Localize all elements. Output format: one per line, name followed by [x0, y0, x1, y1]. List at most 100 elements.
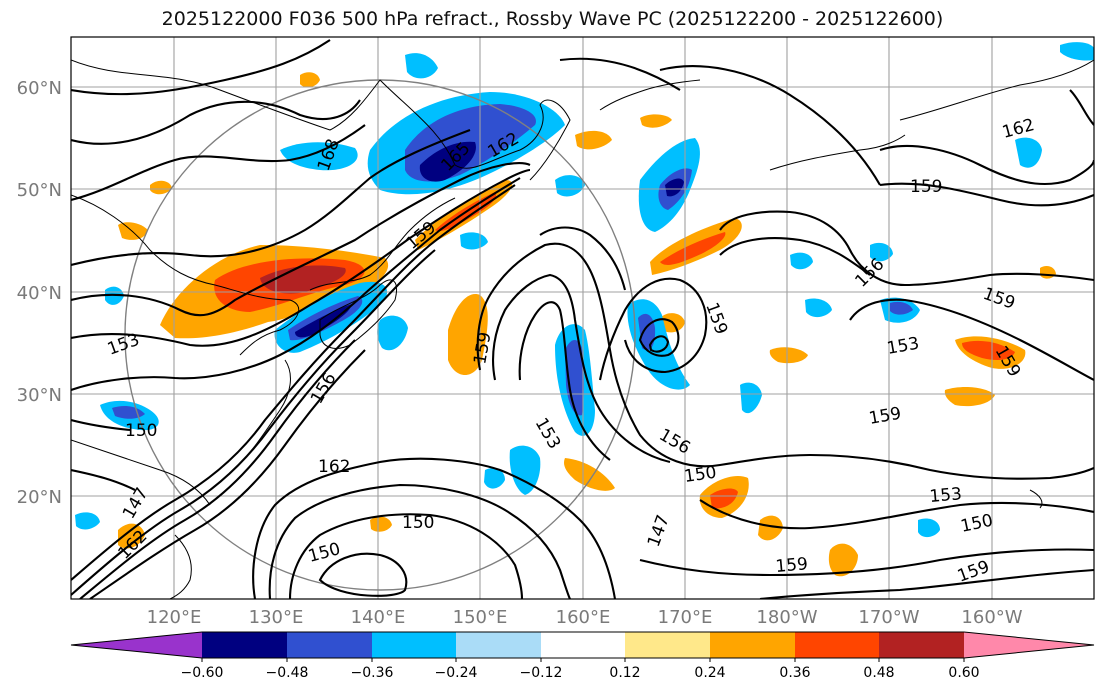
negative-anomaly-area	[805, 298, 832, 318]
colorbar-tick-label: −0.24	[435, 665, 478, 681]
chart-title: 2025122000 F036 500 hPa refract., Rossby…	[161, 8, 944, 30]
height-contour	[71, 184, 516, 581]
height-contour	[639, 548, 1094, 577]
height-contour	[71, 249, 436, 596]
negative-anomaly-area	[790, 252, 813, 270]
positive-anomaly-area	[564, 458, 615, 491]
coastline	[319, 279, 397, 349]
negative-anomaly-area	[665, 178, 684, 197]
positive-anomaly-area	[640, 114, 672, 128]
colorbar-segment	[879, 632, 964, 658]
negative-anomaly-area	[1015, 137, 1042, 168]
longitude-labels: 120°E 130°E 140°E 150°E 160°E 170°E 180°…	[147, 607, 1023, 628]
negative-anomaly-area	[918, 518, 940, 538]
height-contour	[648, 335, 670, 353]
colorbar-tick-label: 0.12	[609, 665, 640, 681]
colorbar-tick-label: 0.36	[779, 665, 810, 681]
lat-label-60n: 60°N	[17, 78, 62, 99]
lat-label-50n: 50°N	[17, 180, 62, 201]
negative-anomaly-area	[509, 445, 541, 495]
lon-label-160e: 160°E	[556, 607, 611, 628]
lon-label-160w: 160°W	[961, 607, 1022, 628]
height-contour	[598, 277, 708, 381]
negative-anomaly-area	[890, 301, 913, 315]
contour-label: 159	[910, 177, 942, 197]
positive-anomaly-area	[769, 347, 808, 364]
height-contour	[659, 65, 881, 186]
lon-label-180w: 180°W	[756, 607, 817, 628]
height-contour	[71, 177, 521, 391]
positive-anomaly-area	[300, 72, 320, 88]
negative-anomaly-area	[555, 175, 585, 197]
positive-anomaly-area	[758, 515, 783, 541]
height-contour	[879, 144, 1094, 186]
colorbar-tick-label: −0.60	[181, 665, 224, 681]
colorbar-tick-label: 0.48	[863, 665, 894, 681]
colorbar-segment	[372, 632, 456, 658]
positive-anomaly-area	[710, 488, 738, 509]
negative-anomaly-area	[1060, 42, 1094, 61]
colorbar-segment	[710, 632, 795, 658]
map-content: 168 165 162 159 153 156 159 150 162 150 …	[71, 37, 1094, 599]
height-contour	[849, 298, 1094, 381]
height-contour	[268, 483, 571, 599]
lon-label-170w: 170°W	[858, 607, 919, 628]
coastline	[899, 59, 1094, 121]
height-contour	[71, 418, 131, 432]
latitude-labels: 60°N 50°N 40°N 30°N 20°N	[17, 78, 62, 508]
contour-label: 153	[929, 484, 963, 507]
positive-anomaly-area	[944, 387, 995, 407]
height-contour	[252, 457, 617, 599]
height-contour	[879, 182, 1094, 207]
graticule	[71, 37, 1094, 599]
colorbar-tick-label: −0.12	[520, 665, 563, 681]
height-contour	[71, 162, 531, 317]
coastline	[1029, 489, 1043, 509]
contour-label: 162	[318, 457, 350, 477]
coastline	[769, 134, 906, 171]
colorbar-tick-label: −0.48	[266, 665, 309, 681]
negative-anomaly-area	[112, 406, 145, 419]
coastline	[71, 194, 300, 356]
negative-anomaly-area	[405, 53, 438, 79]
height-contour	[559, 57, 681, 91]
negative-anomaly-area	[295, 304, 352, 338]
colorbar-segment	[456, 632, 541, 658]
positive-anomaly-area	[118, 222, 148, 240]
colorbar-tick-label: 0.60	[948, 665, 979, 681]
positive-anomaly-area	[660, 232, 726, 265]
negative-anomaly-area	[460, 232, 488, 250]
colorbar-segment-extend-max	[964, 632, 1094, 658]
contour-label: 150	[402, 513, 434, 533]
coastline	[169, 534, 192, 599]
colorbar-tick-marks	[201, 658, 965, 662]
coastline	[71, 59, 381, 131]
height-contour	[71, 168, 531, 347]
height-contour	[476, 242, 1094, 480]
positive-anomaly-area	[150, 180, 172, 195]
colorbar-segment	[795, 632, 879, 658]
colorbar-segment-extend-min	[71, 632, 202, 658]
positive-anomaly-area	[828, 543, 858, 577]
negative-anomaly-area	[280, 142, 358, 171]
colorbar-segment	[625, 632, 710, 658]
height-contour	[539, 226, 627, 291]
negative-anomaly-area	[870, 242, 893, 262]
height-contour	[71, 39, 331, 96]
height-contour	[1069, 89, 1094, 126]
lat-label-20n: 20°N	[17, 487, 62, 508]
negative-anomaly-area	[565, 339, 584, 416]
lon-label-130e: 130°E	[249, 607, 304, 628]
height-contour	[71, 129, 471, 267]
negative-anomaly-area	[419, 141, 476, 182]
height-contour	[719, 210, 1094, 287]
height-contour	[518, 301, 611, 461]
height-contour	[89, 349, 366, 599]
lon-label-170e: 170°E	[658, 607, 713, 628]
height-contour	[492, 273, 671, 464]
height-contour	[759, 568, 1094, 599]
colorbar: −0.60 −0.48 −0.36 −0.24 −0.12 0.12 0.24 …	[70, 631, 1095, 681]
height-contour	[71, 99, 361, 145]
positive-anomaly-area	[962, 340, 1015, 360]
contour-label: 150	[125, 421, 157, 441]
